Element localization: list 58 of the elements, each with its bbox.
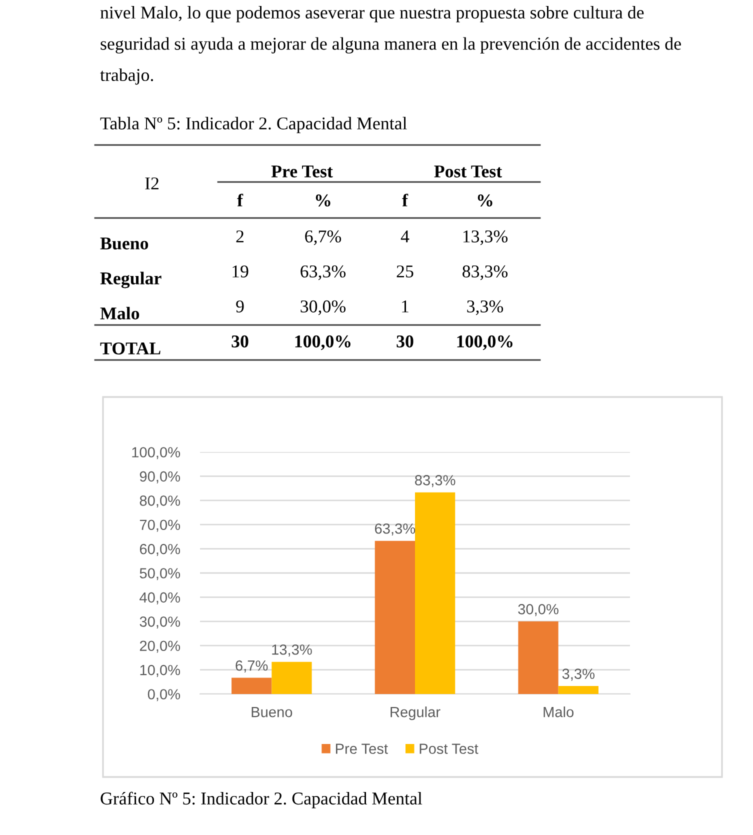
text: Post Test: [434, 166, 502, 178]
y-tick-label: 60,0%: [140, 544, 180, 556]
text: 19: [232, 265, 248, 278]
y-tick-label: 50,0%: [140, 568, 180, 580]
bar: [415, 492, 456, 694]
text: 30: [396, 335, 414, 348]
x-tick-label: Bueno: [252, 707, 292, 718]
data-label: 30,0%: [518, 604, 558, 616]
text: 3,3%: [467, 300, 504, 316]
text: 100,0%: [295, 335, 350, 350]
text: 63,3%: [300, 265, 346, 280]
bar: [518, 621, 558, 694]
data-label: 83,3%: [415, 475, 456, 488]
text: Pre Test: [271, 166, 333, 178]
x-tick-label: Malo: [544, 706, 574, 718]
text: %: [316, 194, 330, 207]
text: Malo: [100, 306, 140, 320]
bar: [374, 540, 415, 694]
text: %: [478, 194, 492, 207]
legend-label: Pre Test: [336, 744, 388, 754]
y-tick-label: 90,0%: [140, 471, 180, 484]
bar: [558, 686, 598, 694]
bar: [272, 662, 312, 694]
text: TOTAL: [100, 342, 160, 354]
text: 4: [400, 230, 410, 242]
text: Regular: [100, 272, 162, 288]
text: Gráfico Nº 5: Indicador 2. Capacidad Mental: [100, 792, 422, 808]
text: Tabla Nº 5: Indicador 2. Capacidad Mental: [100, 116, 407, 134]
y-tick-label: 100,0%: [132, 447, 180, 460]
text: f: [237, 194, 244, 206]
text: f: [402, 194, 408, 206]
data-label: 6,7%: [236, 660, 268, 672]
y-tick-label: 70,0%: [140, 520, 180, 532]
text: 6,7%: [305, 230, 342, 246]
text: 25: [396, 265, 414, 278]
y-tick-label: 80,0%: [140, 496, 180, 508]
data-label: 63,3%: [375, 523, 416, 536]
y-tick-label: 40,0%: [140, 592, 180, 604]
x-tick-label: Regular: [390, 706, 440, 720]
bar: [232, 678, 272, 694]
data-label: 3,3%: [562, 668, 594, 681]
text: I2: [145, 177, 158, 190]
text: 30: [232, 335, 248, 348]
y-tick-label: 30,0%: [140, 616, 180, 629]
text: 13,3%: [463, 230, 508, 246]
text: 2: [236, 230, 244, 242]
text: nivel Malo, lo que podemos aseverar que nuestra propuesta sobre cultura de seguridad si ayuda a mejorar de alguna manera en la prevención de accidentes de trabajo.: [100, 6, 681, 85]
text: 30,0%: [300, 300, 346, 316]
text: 83,3%: [462, 265, 508, 280]
text: 100,0%: [457, 335, 512, 350]
legend-label: Post Test: [420, 744, 478, 754]
y-tick-label: 10,0%: [140, 664, 180, 677]
text: 1: [402, 300, 408, 312]
y-tick-label: 0,0%: [148, 689, 180, 702]
y-tick-label: 20,0%: [140, 640, 180, 653]
data-label: 13,3%: [272, 644, 312, 656]
text: 9: [236, 300, 244, 312]
text: Bueno: [100, 238, 148, 250]
